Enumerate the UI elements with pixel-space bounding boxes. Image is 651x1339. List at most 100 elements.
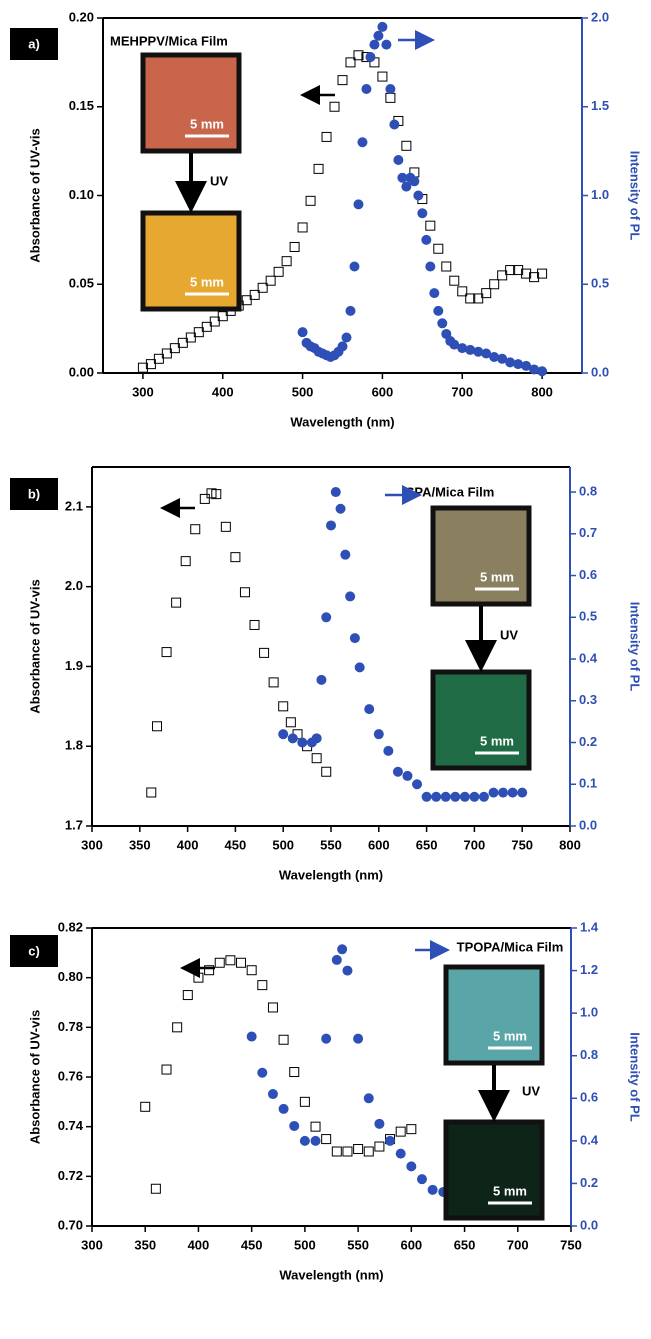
data-point bbox=[321, 612, 332, 623]
data-point bbox=[421, 234, 432, 245]
panel-label-box bbox=[10, 478, 58, 510]
data-point bbox=[321, 131, 332, 142]
data-point bbox=[498, 787, 509, 798]
data-point bbox=[211, 489, 222, 500]
y2-tick-label: 0.2 bbox=[580, 1175, 598, 1190]
x-tick-label: 350 bbox=[134, 1237, 156, 1252]
data-point bbox=[521, 268, 532, 279]
data-point bbox=[278, 729, 289, 740]
data-point bbox=[365, 52, 376, 63]
data-point bbox=[397, 172, 408, 183]
x-tick-label: 450 bbox=[225, 837, 247, 852]
data-point bbox=[289, 1067, 300, 1078]
data-point bbox=[433, 305, 444, 316]
data-point bbox=[161, 1064, 172, 1075]
y2-tick-label: 0.0 bbox=[591, 364, 609, 379]
x-tick-label: 750 bbox=[560, 1237, 582, 1252]
y2-tick-label: 0.8 bbox=[579, 483, 597, 498]
data-point bbox=[214, 957, 225, 968]
data-point bbox=[310, 1121, 321, 1132]
y-tick-label: 0.00 bbox=[69, 364, 94, 379]
data-point bbox=[146, 787, 157, 798]
data-point bbox=[421, 791, 432, 802]
y-axis-title: Absorbance of UV-vis bbox=[27, 128, 42, 262]
data-point bbox=[353, 50, 364, 61]
data-point bbox=[185, 332, 196, 343]
y-tick-label: 0.74 bbox=[58, 1118, 84, 1133]
data-point bbox=[473, 346, 484, 357]
data-point bbox=[177, 337, 188, 348]
x-tick-label: 300 bbox=[132, 384, 154, 399]
data-point bbox=[385, 1135, 396, 1146]
data-point bbox=[383, 745, 394, 756]
y2-tick-label: 0.7 bbox=[579, 525, 597, 540]
y-axis-title: Absorbance of UV-vis bbox=[27, 579, 42, 713]
panel-label-box bbox=[10, 935, 58, 967]
data-point bbox=[140, 1101, 151, 1112]
film-label: TPOPA/Mica Film bbox=[457, 939, 564, 954]
x-axis-title: Wavelength (nm) bbox=[279, 867, 383, 882]
data-point bbox=[395, 1126, 406, 1137]
uv-label: UV bbox=[522, 1083, 540, 1098]
data-point bbox=[193, 972, 204, 983]
data-point bbox=[161, 348, 172, 359]
data-point bbox=[377, 71, 388, 82]
data-point bbox=[169, 343, 180, 354]
data-point bbox=[246, 1031, 257, 1042]
data-point bbox=[497, 353, 508, 364]
data-point bbox=[505, 357, 516, 368]
data-point bbox=[145, 359, 156, 370]
scale-label: 5 mm bbox=[493, 1183, 527, 1198]
uv-label: UV bbox=[500, 627, 518, 642]
data-point bbox=[321, 1134, 332, 1145]
data-point bbox=[257, 1067, 268, 1078]
panel-label: c) bbox=[28, 943, 40, 958]
data-point bbox=[249, 289, 260, 300]
y-axis-title: Absorbance of UV-vis bbox=[27, 1010, 42, 1144]
data-point bbox=[374, 1118, 385, 1129]
data-point bbox=[172, 1022, 183, 1033]
y2-tick-label: 0.4 bbox=[579, 650, 598, 665]
y2-tick-label: 0.0 bbox=[579, 817, 597, 832]
x-tick-label: 550 bbox=[320, 837, 342, 852]
data-point bbox=[409, 176, 420, 187]
y2-tick-label: 0.1 bbox=[579, 776, 597, 791]
data-point bbox=[297, 737, 308, 748]
y2-tick-label: 0.0 bbox=[580, 1217, 598, 1232]
data-point bbox=[431, 791, 442, 802]
data-point bbox=[267, 1002, 278, 1013]
data-point bbox=[342, 1146, 353, 1157]
y2-tick-label: 0.5 bbox=[579, 609, 597, 624]
film-label: SPA/Mica Film bbox=[406, 484, 495, 499]
y2-tick-label: 1.2 bbox=[580, 962, 598, 977]
data-point bbox=[220, 521, 231, 532]
data-point bbox=[239, 587, 250, 598]
data-point bbox=[265, 275, 276, 286]
y2-tick-label: 1.0 bbox=[591, 187, 609, 202]
data-point bbox=[340, 549, 351, 560]
data-point bbox=[273, 266, 284, 277]
data-point bbox=[278, 701, 289, 712]
x-tick-label: 500 bbox=[294, 1237, 316, 1252]
data-point bbox=[171, 597, 182, 608]
x-tick-label: 500 bbox=[272, 837, 294, 852]
y-tick-label: 0.70 bbox=[58, 1217, 83, 1232]
data-point bbox=[478, 791, 489, 802]
x-tick-label: 750 bbox=[511, 837, 533, 852]
scale-label: 5 mm bbox=[480, 733, 514, 748]
data-point bbox=[297, 327, 308, 338]
data-point bbox=[326, 520, 336, 531]
data-point bbox=[278, 1103, 289, 1114]
data-point bbox=[341, 332, 352, 343]
x-tick-label: 800 bbox=[559, 837, 581, 852]
y2-tick-label: 1.4 bbox=[580, 919, 599, 934]
x-axis-title: Wavelength (nm) bbox=[279, 1267, 383, 1282]
data-point bbox=[401, 140, 412, 151]
data-point bbox=[316, 674, 327, 685]
y-tick-label: 0.72 bbox=[58, 1168, 83, 1183]
data-point bbox=[406, 1124, 417, 1135]
data-point bbox=[330, 487, 341, 498]
data-point bbox=[353, 1144, 364, 1155]
data-point bbox=[321, 1033, 332, 1044]
